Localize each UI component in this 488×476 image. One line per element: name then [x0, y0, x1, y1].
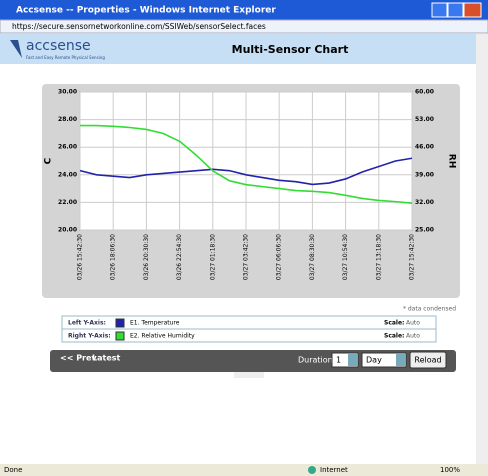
y-axis-label: C — [44, 157, 54, 164]
collapse-tab[interactable] — [234, 372, 264, 378]
legend-scale-value: Auto — [406, 333, 420, 340]
y2-axis-label: RH — [447, 154, 457, 168]
duration-label: Duration: — [298, 356, 335, 365]
zone-icon — [308, 466, 316, 474]
prev-link[interactable]: << Prev — [60, 354, 97, 363]
legend-scale: Scale: — [384, 333, 404, 340]
address: https://secure.sensornetworkonline.com/S… — [12, 22, 266, 31]
x-tick-label: 03/26 20:30:30 — [143, 234, 150, 280]
series-line — [79, 157, 413, 186]
count: 1 — [336, 356, 341, 365]
series-line — [80, 124, 413, 204]
status-text: Done — [4, 466, 22, 474]
y-tick-label: 24.00 — [58, 171, 77, 178]
legend-swatch — [115, 331, 125, 341]
address-bar[interactable] — [0, 19, 488, 34]
y2-tick-label: 39.00 — [415, 171, 434, 178]
y2-tick-label: 60.00 — [415, 89, 434, 96]
x-tick-label: 03/27 10:54:30 — [342, 234, 349, 280]
x-tick-label: 03/26 18:06:30 — [110, 234, 117, 280]
y2-tick-label: 32.00 — [415, 199, 434, 206]
x-tick-label: 03/26 22:54:30 — [176, 234, 183, 280]
legend-scale: Scale: — [384, 320, 404, 327]
page-title: Multi-Sensor Chart — [232, 43, 349, 56]
logo-icon — [10, 40, 22, 58]
x-tick-label: 03/26 15:42:30 — [77, 234, 84, 280]
legend-axis: Right Y-Axis: — [68, 333, 111, 340]
y2-tick-label: 46.00 — [415, 144, 434, 151]
latest-link[interactable]: Latest — [92, 354, 121, 363]
y2-tick-label: 53.00 — [415, 116, 434, 123]
unit-arrow[interactable] — [396, 354, 405, 366]
logo: accsense — [26, 38, 91, 54]
y2-tick-label: 25.00 — [415, 227, 434, 234]
minimize[interactable] — [431, 2, 448, 18]
y-tick-label: 28.00 — [58, 116, 77, 123]
legend-axis: Left Y-Axis: — [68, 320, 106, 327]
reload: Reload — [414, 356, 441, 365]
window-title: Accsense -- Properties - Windows Interne… — [16, 6, 276, 16]
title-bar — [0, 0, 488, 20]
close[interactable] — [463, 2, 482, 18]
status-bar — [0, 464, 488, 476]
legend-name: E2. Relative Humidity — [130, 333, 195, 340]
zone: Internet — [320, 466, 348, 474]
unit-select[interactable] — [361, 352, 407, 368]
x-tick-label: 03/27 15:42:30 — [409, 234, 416, 280]
y-tick-label: 22.00 — [58, 199, 77, 206]
legend-name: E1. Temperature — [130, 320, 180, 327]
y-tick-label: 20.00 — [58, 227, 77, 234]
tagline: Fast and Easy Remote Physical Sensing — [26, 55, 105, 60]
y-tick-label: 30.00 — [58, 89, 77, 96]
page-header — [0, 34, 476, 64]
unit: Day — [366, 356, 382, 365]
zoom[interactable]: 100% — [440, 466, 460, 474]
legend: Left Y-Axis: E1. Temperature Scale: Auto Rig… — [68, 318, 420, 341]
scrollbar[interactable] — [476, 34, 488, 464]
note: * data condensed — [403, 306, 456, 313]
maximize[interactable] — [447, 2, 464, 18]
x-tick-label: 03/27 03:42:30 — [243, 234, 250, 280]
y-tick-label: 26.00 — [58, 144, 77, 151]
x-tick-label: 03/27 08:30:30 — [309, 234, 316, 280]
reload-button[interactable] — [409, 351, 447, 369]
x-tick-label: 03/27 13:18:30 — [375, 234, 382, 280]
x-tick-label: 03/27 06:06:30 — [276, 234, 283, 280]
x-tick-label: 03/27 01:18:30 — [209, 234, 216, 280]
legend-scale-value: Auto — [406, 320, 420, 327]
count-arrow[interactable] — [348, 354, 357, 366]
legend-swatch — [115, 318, 125, 328]
